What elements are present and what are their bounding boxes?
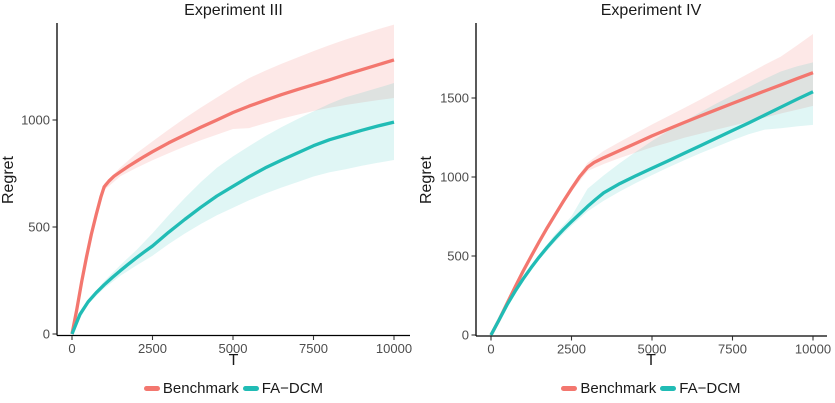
legend-item-benchmark: Benchmark <box>143 380 239 397</box>
legend-label-fa-dcm: FA−DCM <box>679 380 741 397</box>
x-tick-label: 5000 <box>638 342 667 357</box>
benchmark-band <box>72 24 394 334</box>
y-tick-label: 1000 <box>21 113 50 128</box>
chart-experiment-iv: Experiment IV Regret 0 2500 5000 7500 10000 0… <box>418 0 835 403</box>
y-tick-label: 1500 <box>440 91 469 106</box>
plot-area: 0 2500 5000 7500 10000 0 500 1000 <box>21 23 412 356</box>
chart-title: Experiment III <box>184 2 283 19</box>
legend-label-fa-dcm: FA−DCM <box>261 380 324 397</box>
benchmark-band <box>491 34 813 335</box>
chart-title: Experiment IV <box>600 2 702 19</box>
y-tick-label: 0 <box>462 328 469 343</box>
y-tick-label: 1000 <box>440 170 469 185</box>
x-tick-label: 0 <box>68 341 75 356</box>
legend-key-fa-dcm <box>660 386 677 391</box>
x-axis-label: T <box>228 352 239 369</box>
x-tick-label: 2500 <box>138 341 167 356</box>
fa-dcm-band <box>491 62 813 336</box>
legend-item-benchmark: Benchmark <box>561 380 656 397</box>
legend: Benchmark FA−DCM <box>57 380 410 397</box>
x-tick-label: 0 <box>487 342 494 357</box>
legend-label-benchmark: Benchmark <box>162 380 239 397</box>
legend: Benchmark FA−DCM <box>475 380 827 397</box>
benchmark-line <box>70 58 395 335</box>
legend-key-fa-dcm <box>242 386 259 391</box>
legend-item-fa-dcm: FA−DCM <box>660 380 741 397</box>
plot-area: 0 2500 5000 7500 10000 0 500 1000 1500 <box>440 23 831 357</box>
chart-experiment-iii: Experiment III Regret 0 2500 5000 7500 10000… <box>0 2 412 397</box>
x-axis-label: T <box>646 352 656 369</box>
legend-label-benchmark: Benchmark <box>580 380 657 397</box>
y-tick-label: 500 <box>28 220 50 235</box>
x-tick-label: 10000 <box>376 341 412 356</box>
y-tick-label: 0 <box>43 327 50 342</box>
x-tick-label: 10000 <box>795 342 831 357</box>
x-tick-label: 5000 <box>219 341 248 356</box>
x-tick-label: 2500 <box>557 342 586 357</box>
x-tick-label: 7500 <box>718 342 747 357</box>
fa-dcm-line <box>489 90 814 336</box>
legend-key-benchmark <box>143 386 160 391</box>
y-tick-label: 500 <box>447 249 469 264</box>
legend-key-benchmark <box>561 386 578 391</box>
benchmark-line <box>489 71 814 336</box>
fa-dcm-line <box>70 120 395 335</box>
legend-item-fa-dcm: FA−DCM <box>242 380 324 397</box>
x-tick-label: 7500 <box>299 341 328 356</box>
